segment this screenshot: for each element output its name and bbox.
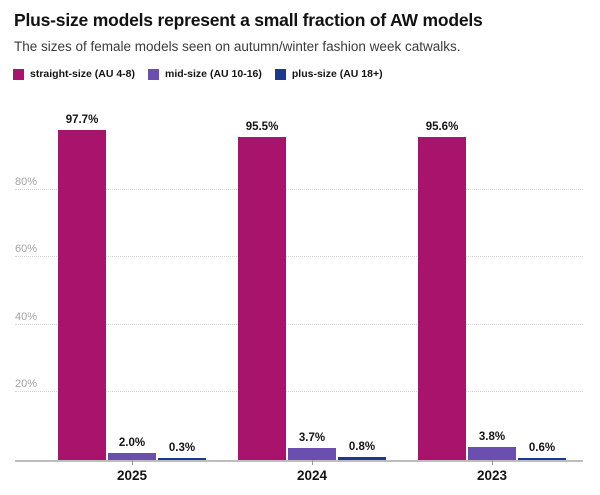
x-axis-category-label: 2025 [116, 468, 148, 483]
plus-size-swatch-icon [274, 68, 286, 80]
chart-legend: straight-size (AU 4-8) mid-size (AU 10-1… [13, 68, 383, 80]
legend-item-plus-size: plus-size (AU 18+) [274, 68, 383, 80]
legend-label: straight-size (AU 4-8) [30, 68, 136, 80]
bar-2025-plus-size [158, 458, 206, 460]
bar-2023-mid-size [468, 447, 516, 460]
x-axis-tick [312, 460, 313, 465]
bar-2024-straight-size [238, 137, 286, 460]
x-axis-category-label: 2024 [296, 468, 328, 483]
y-axis-tick-label: 40% [15, 310, 38, 323]
bar-value-label: 97.7% [65, 113, 99, 126]
x-axis-tick [132, 460, 133, 465]
bar-2023-straight-size [418, 136, 466, 460]
y-axis-tick-label: 60% [15, 243, 38, 256]
legend-item-straight-size: straight-size (AU 4-8) [13, 68, 135, 80]
bar-value-label: 0.6% [528, 441, 556, 454]
plot-area: 20% 40% 60% 80% 97.7% 2.0% 0.3% 2025 95.5% 3.7% 0.… [15, 114, 583, 483]
bar-2025-straight-size [58, 129, 106, 460]
y-axis-tick-label: 20% [15, 378, 38, 391]
gridline-60 [15, 256, 583, 258]
bar-2023-plus-size [518, 457, 566, 460]
mid-size-swatch-icon [148, 68, 160, 80]
straight-size-swatch-icon [13, 68, 24, 80]
bar-2025-mid-size [108, 453, 156, 460]
bar-value-label: 0.3% [168, 442, 196, 454]
gridline-80 [15, 188, 583, 190]
x-axis-tick [492, 460, 493, 465]
bar-value-label: 0.8% [348, 441, 376, 454]
bar-2024-plus-size [338, 457, 386, 460]
bar-value-label: 2.0% [118, 437, 146, 450]
legend-label: plus-size (AU 18+) [291, 68, 383, 80]
bar-value-label: 95.6% [425, 120, 459, 133]
legend-item-mid-size: mid-size (AU 10-16) [148, 68, 262, 80]
bar-value-label: 3.7% [298, 431, 326, 444]
x-axis-category-label: 2023 [476, 468, 508, 483]
bar-value-label: 95.5% [245, 121, 279, 134]
chart-subtitle: The sizes of female models seen on autum… [14, 39, 461, 54]
gridline-20 [15, 391, 583, 393]
gridline-40 [15, 323, 583, 325]
chart-title: Plus-size models represent a small fract… [14, 10, 483, 30]
bar-2024-mid-size [288, 447, 336, 460]
legend-label: mid-size (AU 10-16) [165, 68, 262, 80]
y-axis-tick-label: 80% [15, 175, 38, 188]
bar-value-label: 3.8% [478, 431, 506, 444]
